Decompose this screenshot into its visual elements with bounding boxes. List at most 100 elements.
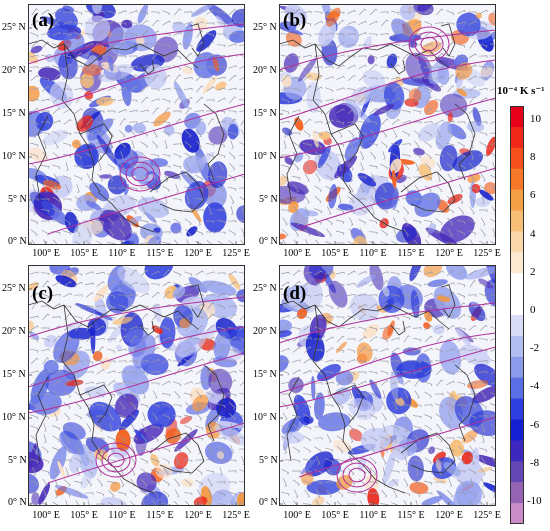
wind-barb [369, 63, 378, 70]
wind-barb [382, 467, 386, 476]
wind-barb [195, 381, 204, 385]
wind-barb [401, 22, 411, 26]
wind-barb [423, 66, 433, 69]
wind-barb [207, 445, 213, 454]
wind-barb [304, 173, 310, 182]
wind-barb [446, 469, 455, 474]
wind-barb [490, 370, 496, 375]
wind-barb [336, 425, 345, 430]
wind-barb [184, 359, 193, 365]
wind-barb [347, 359, 356, 363]
wind-barb [207, 195, 213, 204]
wind-barb [184, 96, 193, 103]
wind-barb [140, 130, 149, 137]
colorbar-swatch [510, 168, 524, 191]
wind-barb [228, 435, 236, 443]
wind-barb [391, 315, 400, 321]
wind-barb [63, 153, 72, 158]
wind-barb [63, 208, 72, 213]
wind-barb [479, 76, 488, 81]
panel-b: (b) [279, 4, 496, 245]
wind-barb [456, 327, 466, 331]
map-frame [279, 265, 496, 506]
wind-barb [95, 437, 105, 441]
colorbar-tick-label: 6 [530, 189, 536, 202]
wind-barb [118, 109, 127, 113]
wind-barb [457, 479, 465, 487]
wind-barb [425, 239, 431, 245]
wind-barb [206, 313, 215, 321]
wind-barb [195, 9, 204, 15]
wind-barb [413, 447, 422, 453]
wind-barb [216, 176, 226, 180]
wind-barb [347, 403, 356, 409]
wind-barb [217, 359, 226, 363]
wind-barb [139, 176, 149, 179]
wind-barb [302, 99, 312, 102]
cooling-patch [172, 21, 187, 34]
wind-barb [207, 206, 213, 215]
wind-barb [206, 280, 215, 288]
wind-barb [490, 218, 496, 223]
wind-barb [52, 425, 61, 431]
wind-barb [325, 304, 334, 310]
wind-barb [32, 173, 36, 182]
wind-barb [208, 401, 212, 410]
wind-barb [424, 87, 433, 93]
wind-barb [314, 270, 323, 276]
wind-barb [489, 294, 496, 296]
wind-barb [206, 293, 215, 297]
wind-barb [184, 347, 193, 353]
wind-barb [152, 184, 159, 193]
wind-barb [380, 436, 389, 442]
wind-barb [228, 281, 237, 287]
coastline [139, 59, 155, 75]
wind-barb [391, 85, 400, 92]
wind-barb [335, 316, 345, 320]
wind-barb [41, 469, 50, 475]
wind-barb [325, 87, 334, 93]
wind-barb [489, 272, 496, 274]
wind-barb [358, 380, 367, 386]
warming-patch [447, 112, 453, 123]
wind-barb [52, 19, 61, 27]
wind-barb [150, 481, 160, 485]
cooling-patch [362, 36, 372, 51]
wind-barb [293, 228, 299, 237]
wind-barb [42, 184, 49, 193]
wind-barb [457, 54, 466, 59]
wind-barb [96, 74, 105, 82]
wind-barb [381, 129, 388, 138]
wind-barb [53, 74, 61, 82]
wind-barb [207, 478, 213, 487]
cooling-patch [114, 393, 139, 418]
wind-barb [303, 130, 311, 138]
wind-barb [196, 346, 204, 354]
wind-barb [435, 218, 443, 226]
wind-barb [489, 66, 496, 68]
warming-patch [408, 88, 422, 103]
cooling-patch [29, 331, 40, 340]
warming-patch [349, 428, 363, 442]
wind-barb [206, 240, 213, 245]
wind-barb [467, 11, 477, 14]
wind-barb [336, 501, 343, 506]
lon-label: 115° E [397, 510, 425, 521]
wind-barb [117, 66, 127, 69]
wind-barb [229, 379, 237, 387]
wind-barb [335, 393, 345, 397]
wind-barb [481, 195, 485, 204]
wind-barb [401, 143, 411, 146]
wind-barb [381, 280, 389, 288]
wind-barb [435, 196, 443, 204]
wind-barb [195, 337, 204, 342]
wind-barb [456, 492, 466, 496]
wind-barb [150, 88, 160, 92]
wind-barb [85, 185, 93, 193]
wind-barb [31, 8, 39, 16]
wind-barb [164, 140, 168, 149]
wind-barb [479, 97, 488, 103]
cooling-patch [279, 355, 289, 373]
wind-barb [30, 380, 39, 386]
wind-barb [368, 371, 378, 375]
